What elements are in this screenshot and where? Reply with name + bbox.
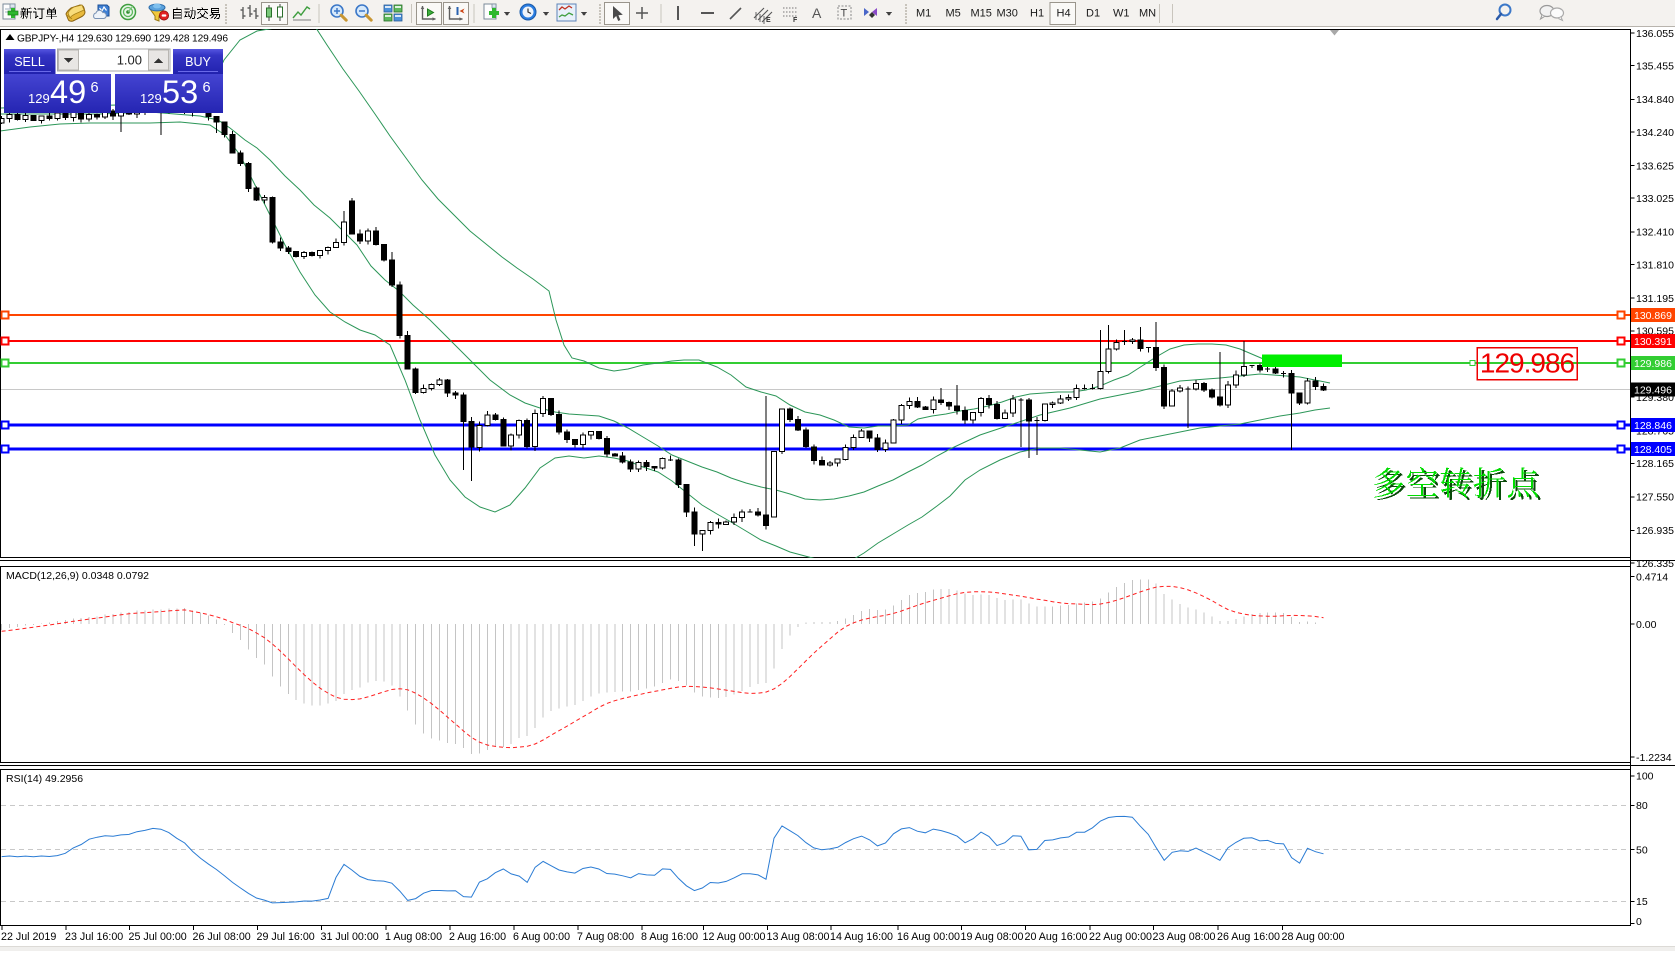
- svg-text:E: E: [766, 17, 771, 24]
- svg-text:RSI(14) 49.2956: RSI(14) 49.2956: [6, 773, 83, 785]
- svg-text:131.810: 131.810: [1636, 259, 1674, 271]
- svg-text:12 Aug 00:00: 12 Aug 00:00: [703, 931, 766, 943]
- svg-text:1 Aug 08:00: 1 Aug 08:00: [385, 931, 442, 943]
- svg-text:131.195: 131.195: [1636, 293, 1674, 305]
- svg-text:80: 80: [1636, 800, 1648, 812]
- svg-text:129.986: 129.986: [1634, 358, 1672, 370]
- svg-text:13 Aug 08:00: 13 Aug 08:00: [767, 931, 830, 943]
- svg-text:129: 129: [140, 91, 162, 106]
- svg-text:M1: M1: [916, 8, 931, 20]
- svg-text:135.455: 135.455: [1636, 61, 1674, 73]
- svg-text:M15: M15: [971, 8, 992, 20]
- svg-text:7 Aug 08:00: 7 Aug 08:00: [577, 931, 634, 943]
- svg-text:MN: MN: [1139, 8, 1156, 20]
- svg-text:130.869: 130.869: [1634, 310, 1672, 322]
- svg-text:0.4714: 0.4714: [1636, 571, 1668, 583]
- svg-text:22 Jul 2019: 22 Jul 2019: [1, 931, 56, 943]
- svg-text:132.410: 132.410: [1636, 227, 1674, 239]
- svg-text:6 Aug 00:00: 6 Aug 00:00: [513, 931, 570, 943]
- svg-text:126.935: 126.935: [1636, 525, 1674, 537]
- svg-text:134.240: 134.240: [1636, 127, 1674, 139]
- svg-text:F: F: [793, 17, 798, 24]
- svg-text:50: 50: [1636, 845, 1648, 857]
- svg-text:6: 6: [91, 80, 99, 96]
- svg-text:31 Jul 00:00: 31 Jul 00:00: [321, 931, 379, 943]
- svg-text:D1: D1: [1086, 8, 1100, 20]
- svg-text:14 Aug 16:00: 14 Aug 16:00: [830, 931, 893, 943]
- svg-text:GBPJPY-,H4 129.630 129.690 12: GBPJPY-,H4 129.630 129.690 129.428 129.4…: [17, 34, 228, 45]
- svg-text:53: 53: [162, 74, 198, 110]
- svg-text:29 Jul 16:00: 29 Jul 16:00: [257, 931, 315, 943]
- svg-text:100: 100: [1636, 771, 1654, 783]
- svg-text:26 Aug 16:00: 26 Aug 16:00: [1217, 931, 1280, 943]
- svg-text:26 Jul 08:00: 26 Jul 08:00: [193, 931, 251, 943]
- svg-text:BUY: BUY: [185, 55, 211, 69]
- svg-text:-1.2234: -1.2234: [1636, 752, 1672, 764]
- svg-text:W1: W1: [1113, 8, 1130, 20]
- svg-text:23 Jul 16:00: 23 Jul 16:00: [65, 931, 123, 943]
- svg-text:T: T: [841, 8, 848, 20]
- svg-text:129.986: 129.986: [1480, 348, 1575, 379]
- svg-text:130.391: 130.391: [1634, 336, 1672, 348]
- svg-text:MACD(12,26,9) 0.0348 0.0792: MACD(12,26,9) 0.0348 0.0792: [6, 570, 149, 582]
- svg-text:128.846: 128.846: [1634, 420, 1672, 432]
- svg-text:129: 129: [28, 91, 50, 106]
- svg-text:133.625: 133.625: [1636, 160, 1674, 172]
- svg-text:129.496: 129.496: [1634, 384, 1672, 396]
- svg-text:1.00: 1.00: [117, 53, 142, 68]
- svg-text:SELL: SELL: [14, 55, 45, 69]
- svg-text:20 Aug 16:00: 20 Aug 16:00: [1025, 931, 1088, 943]
- svg-text:6: 6: [203, 80, 211, 96]
- svg-text:126.335: 126.335: [1636, 558, 1674, 570]
- svg-text:49: 49: [50, 74, 86, 110]
- svg-text:28 Aug 00:00: 28 Aug 00:00: [1282, 931, 1345, 943]
- svg-text:19 Aug 08:00: 19 Aug 08:00: [961, 931, 1024, 943]
- svg-text:8 Aug 16:00: 8 Aug 16:00: [641, 931, 698, 943]
- svg-text:16 Aug 00:00: 16 Aug 00:00: [897, 931, 960, 943]
- svg-text:H1: H1: [1030, 8, 1044, 20]
- svg-text:H4: H4: [1057, 8, 1071, 20]
- svg-text:25 Jul 00:00: 25 Jul 00:00: [129, 931, 187, 943]
- svg-text:15: 15: [1636, 896, 1648, 908]
- svg-text:2 Aug 16:00: 2 Aug 16:00: [449, 931, 506, 943]
- svg-text:M5: M5: [946, 8, 961, 20]
- svg-text:136.055: 136.055: [1636, 28, 1674, 40]
- svg-text:128.405: 128.405: [1634, 444, 1672, 456]
- svg-text:M30: M30: [997, 8, 1018, 20]
- svg-text:0.00: 0.00: [1636, 619, 1657, 631]
- svg-text:A: A: [812, 5, 822, 21]
- svg-text:128.165: 128.165: [1636, 458, 1674, 470]
- svg-text:22 Aug 00:00: 22 Aug 00:00: [1089, 931, 1152, 943]
- svg-text:127.550: 127.550: [1636, 492, 1674, 504]
- svg-text:23 Aug 08:00: 23 Aug 08:00: [1153, 931, 1216, 943]
- svg-text:134.840: 134.840: [1636, 94, 1674, 106]
- svg-text:133.025: 133.025: [1636, 193, 1674, 205]
- svg-text:0: 0: [1636, 916, 1642, 928]
